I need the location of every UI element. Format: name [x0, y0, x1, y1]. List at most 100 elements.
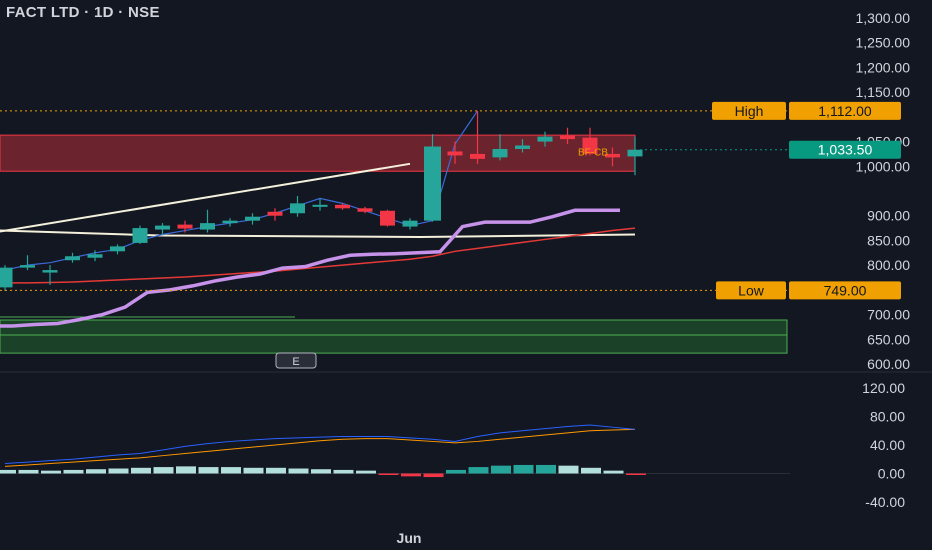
histogram-bar — [176, 466, 196, 474]
candle-body — [65, 256, 80, 261]
histogram-bar — [41, 470, 61, 474]
pattern-label: BF-CB — [578, 147, 608, 158]
indicator-tick-label: -40.00 — [865, 494, 905, 510]
candle — [492, 134, 508, 161]
candle — [424, 134, 441, 222]
candle-body — [87, 254, 103, 258]
indicator-tick-label: 40.00 — [870, 437, 905, 453]
histogram-bar — [108, 468, 129, 474]
candle — [582, 127, 598, 156]
histogram-bar — [18, 469, 39, 474]
candle — [627, 136, 643, 176]
candle — [65, 252, 80, 263]
candle-body — [20, 265, 35, 268]
candle-body — [470, 153, 485, 159]
histogram-bar — [558, 465, 579, 474]
price-axis: 1,300.001,250.001,200.001,150.001,050.00… — [856, 10, 911, 372]
candle-body — [312, 204, 328, 207]
chart-title: FACT LTD · 1D · NSE — [6, 4, 160, 21]
price-tick-label: 900.00 — [867, 208, 910, 224]
indicator-tick-label: 80.00 — [870, 409, 905, 425]
histogram-bar — [423, 473, 444, 478]
candle-body — [132, 228, 148, 243]
ema-red-line — [5, 227, 636, 284]
candle-body — [424, 146, 441, 221]
histogram-bar — [86, 469, 106, 474]
candle-body — [380, 210, 395, 226]
price-tick-label: 700.00 — [867, 307, 910, 323]
candle-body — [335, 204, 350, 209]
candle — [447, 141, 463, 164]
histogram-bar — [603, 470, 624, 474]
candle-body — [515, 145, 530, 149]
candle — [87, 250, 103, 262]
price-tick-label: 1,000.00 — [856, 158, 911, 174]
low-value-tag: 749.00 — [789, 281, 901, 300]
candle — [155, 223, 170, 236]
histogram-bar — [243, 467, 264, 474]
histogram-bar — [0, 469, 16, 474]
candle-body — [290, 203, 305, 214]
histogram-bar — [446, 469, 466, 474]
candle-body — [0, 267, 13, 288]
levels-layer: BF-CB E — [0, 110, 932, 373]
indicator-tick-label: 0.00 — [878, 466, 905, 482]
histogram-bar — [266, 467, 286, 474]
candle-body — [605, 153, 620, 158]
candle-body — [42, 270, 58, 273]
histogram-bar — [468, 467, 489, 474]
time-axis: Jun — [397, 530, 422, 546]
event-marker-label: E — [292, 356, 299, 368]
candle-body — [492, 148, 508, 158]
macd-line — [4, 424, 636, 465]
price-tick-label: 600.00 — [867, 356, 910, 372]
histogram-bar — [63, 469, 84, 474]
candle-body — [177, 224, 193, 229]
price-tick-label: 1,200.00 — [856, 59, 911, 75]
price-tags-layer: High 1,112.00 Low 749.00 1,033.50 — [712, 101, 901, 300]
candle — [357, 206, 373, 214]
high-label-tag-bg — [712, 101, 786, 120]
candle — [110, 244, 125, 255]
candle — [335, 203, 350, 210]
candle-body — [357, 208, 373, 212]
last-price-tag-bg — [789, 140, 901, 159]
candle — [515, 139, 530, 153]
ema-purple-line — [0, 208, 620, 328]
low-value-tag-text: 749.00 — [824, 282, 867, 298]
oscillator-pane: 120.00 80.00 40.00 0.00 -40.00 — [0, 380, 905, 510]
histogram-bar — [491, 465, 511, 474]
high-label-tag-text: High — [735, 103, 764, 119]
supply-zone — [0, 134, 636, 172]
candle-body — [537, 136, 553, 142]
candles-layer — [0, 110, 643, 291]
histogram-bar — [198, 467, 219, 474]
candle — [537, 131, 553, 147]
low-label-tag-bg — [716, 281, 786, 300]
candle-body — [582, 137, 598, 154]
candle — [402, 218, 418, 230]
rising-trendline — [0, 162, 411, 233]
candle-body — [222, 220, 238, 224]
candle — [200, 209, 215, 233]
candle-body — [110, 246, 125, 252]
support-trendline — [0, 229, 636, 238]
histogram-bar — [401, 473, 421, 477]
candle-body — [245, 216, 260, 221]
histogram-bar — [378, 473, 399, 475]
indicator-lines-layer — [0, 110, 636, 328]
high-label-tag: High — [712, 101, 786, 120]
candle-body — [155, 225, 170, 230]
candle-body — [200, 223, 215, 230]
histogram-bar — [153, 467, 174, 474]
candle-body — [267, 211, 283, 216]
candle — [560, 127, 575, 145]
event-marker-box — [275, 352, 317, 369]
price-tick-label: 650.00 — [867, 331, 910, 347]
histogram-bar — [536, 464, 556, 474]
candle — [0, 265, 13, 291]
high-value-tag-text: 1,112.00 — [818, 103, 872, 119]
zones-layer — [0, 134, 788, 354]
candle — [177, 220, 193, 233]
